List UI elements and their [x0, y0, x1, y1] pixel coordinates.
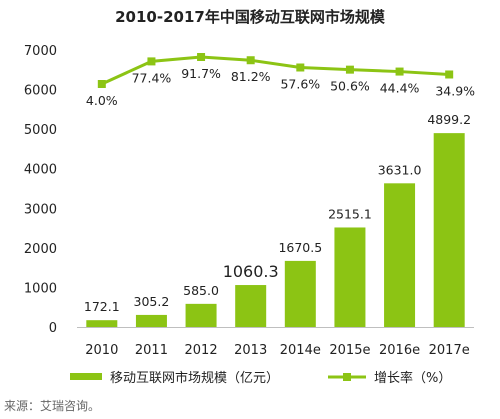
bar-value-label: 305.2: [134, 294, 170, 309]
bar-value-labels: 172.1 305.2 585.0 1060.3 1670.5 2515.1 3631.0 4…: [84, 112, 471, 314]
x-tick-label: 2012: [185, 343, 218, 358]
x-tick-label: 2014e: [280, 343, 321, 358]
source-note: 来源：艾瑞咨询。: [4, 398, 100, 413]
growth-value-label: 77.4%: [132, 70, 172, 85]
y-tick-label: 2000: [24, 242, 57, 257]
growth-value-label: 50.6%: [330, 79, 370, 94]
growth-marker: [345, 65, 354, 74]
bar: [135, 314, 167, 327]
growth-marker: [395, 67, 404, 76]
bar: [86, 320, 118, 327]
bar-value-label: 4899.2: [427, 112, 471, 127]
growth-marker: [246, 56, 255, 65]
x-tick-label: 2013: [234, 343, 267, 358]
growth-value-label: 4.0%: [86, 93, 118, 108]
growth-value-label: 91.7%: [181, 66, 221, 81]
bar: [185, 303, 217, 327]
growth-marker: [445, 70, 454, 79]
growth-marker: [197, 53, 206, 61]
growth-value-label: 44.4%: [380, 81, 420, 96]
y-tick-label: 3000: [24, 202, 57, 217]
bar: [384, 183, 416, 327]
bar-value-label: 172.1: [84, 299, 120, 314]
growth-value-label: 57.6%: [280, 76, 320, 91]
legend: 移动互联网市场规模（亿元） 增长率（%）: [70, 370, 451, 386]
growth-line: [101, 55, 450, 86]
bar-value-label: 3631.0: [378, 162, 422, 177]
bar-value-label: 1670.5: [278, 240, 322, 255]
growth-line-series: [97, 53, 454, 88]
legend-bar-swatch: [70, 373, 102, 380]
bar-value-label: 1060.3: [223, 262, 279, 281]
bar-series: [86, 133, 465, 327]
growth-value-label: 34.9%: [435, 83, 475, 98]
bar: [284, 260, 316, 327]
legend-line-marker: [343, 373, 351, 381]
bar-value-label: 585.0: [183, 283, 219, 298]
growth-value-labels: 4.0% 77.4% 91.7% 81.2% 57.6% 50.6% 44.4% 34.9%: [86, 66, 475, 108]
y-axis: 0 1000 2000 3000 4000 5000 6000 7000: [24, 44, 57, 336]
growth-marker: [147, 57, 156, 66]
growth-marker: [97, 80, 106, 88]
y-tick-label: 6000: [24, 84, 57, 99]
y-tick-label: 4000: [24, 163, 57, 178]
x-tick-label: 2011: [135, 343, 168, 358]
x-tick-label: 2017e: [429, 343, 470, 358]
bar: [433, 133, 465, 327]
y-tick-label: 0: [49, 321, 57, 336]
legend-line-label: 增长率（%）: [374, 370, 451, 386]
chart-title: 2010-2017年中国移动互联网市场规模: [115, 8, 386, 26]
bar: [334, 227, 366, 327]
bar: [235, 285, 267, 327]
growth-marker: [296, 63, 305, 72]
bar-value-label: 2515.1: [328, 206, 372, 221]
x-tick-label: 2016e: [379, 343, 420, 358]
x-axis: 2010 2011 2012 2013 2014e 2015e 2016e 2017e: [85, 343, 469, 358]
legend-bar-label: 移动互联网市场规模（亿元）: [110, 370, 279, 386]
y-tick-label: 5000: [24, 123, 57, 138]
y-tick-label: 1000: [24, 281, 57, 296]
x-tick-label: 2010: [85, 343, 118, 358]
x-tick-label: 2015e: [329, 343, 370, 358]
y-tick-label: 7000: [24, 44, 57, 59]
growth-value-label: 81.2%: [231, 69, 271, 84]
